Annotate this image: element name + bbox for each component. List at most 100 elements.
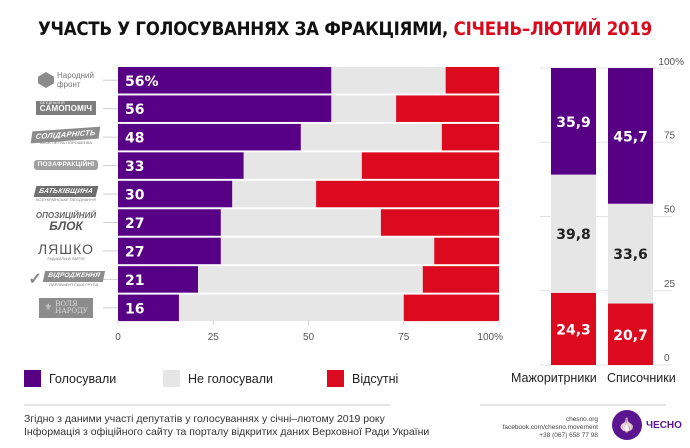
site-link[interactable]: chesno.org [565,416,598,423]
logo-text: ВОЛЯ [55,300,78,308]
brand-name: ЧЕСНО [646,419,682,431]
bar-data-label: 27 [125,244,144,260]
column-segment-not-voted [608,203,653,304]
legend-swatch [327,370,344,387]
y-tick-label: 100% [658,57,684,68]
title-main: УЧАСТЬ У ГОЛОСУВАННЯХ ЗА ФРАКЦІЯМИ, [37,19,449,40]
bar-segment-not-voted [300,123,442,151]
logo-text: НАРОДУ [55,307,88,315]
legend-label: Не голосували [188,371,274,386]
column-segment-not-voted [551,174,596,293]
legend-swatch [24,370,41,387]
contacts: chesno.org facebook.com/chesno.movement … [503,416,598,440]
logo-text: БАТЬКІВЩИНА [33,186,99,197]
bar-segment-absent [361,152,499,179]
legend-swatch [163,370,180,387]
column-data-label: 24,3 [556,322,591,338]
bar-segment-voted [118,123,301,151]
logo-text: ЛЯШКО [37,240,95,257]
bar-segment-not-voted [232,180,317,208]
legend-item-absent: Відсутні [327,370,398,387]
logo-narodnyi-front: Народний фронт [24,67,108,93]
bar-segment-voted [118,237,221,265]
column-label-majoritarian: Мажоритрники [511,371,597,385]
bar-segment-not-voted [243,152,362,179]
logo-vidrodzhennia: ✓ ВІДРОДЖЕННЯ ПАРЛАМЕНТСЬКА ГРУПА [24,266,108,292]
garlic-icon: 🧄 [612,410,642,440]
title-highlight: СІЧЕНЬ–ЛЮТИЙ 2019 [453,19,653,40]
logo-text: фронт [57,80,81,89]
logo-samopomich: ОБ'ЄДНАННЯ САМОПОМІЧ [24,95,108,121]
logo-subtext: ОБ'ЄДНАННЯ [39,100,65,105]
column-label-list: Списочники [607,371,676,385]
logo-subtext: ПАРЛАМЕНТСЬКА ГРУПА [49,281,99,287]
facebook-link[interactable]: facebook.com/chesno.movement [502,424,598,431]
phone-number: +38 (067) 658 77 98 [539,432,598,439]
bar-data-label: 56 [125,102,144,118]
column-data-label: 45,7 [613,129,648,145]
checkmark-icon: ✓ [28,271,42,288]
x-tick-label: 50 [303,332,315,343]
bar-segment-not-voted [220,209,381,236]
bar-segment-absent [396,95,499,122]
logo-opozytsiinyi-blok: ОПОЗИЦІЙНИЙ БЛОК [24,209,108,235]
bar-segment-voted [118,266,199,293]
x-tick-label: 0 [115,332,121,343]
legend-label: Відсутні [352,371,399,386]
logo-text: ПОЗАФРАКЦІЙНІ [33,159,99,171]
trident-icon: ⚜ [44,303,53,313]
logo-text: БЛОК [49,219,83,233]
x-tick-label: 75 [398,332,410,343]
bar-segment-absent [403,294,499,322]
logo-liashko: ЛЯШКО РАДИКАЛЬНА ПАРТІЯ [24,238,108,264]
x-tick-label: 100% [477,332,503,343]
column-segment-absent [551,292,596,365]
bar-data-label: 56% [125,74,159,90]
column-data-label: 39,8 [556,227,591,243]
column-data-label: 20,7 [613,328,648,344]
footer-line: Інформація з офіційного сайту та порталу… [24,426,430,438]
footer-divider [480,404,666,406]
bar-segment-voted [118,294,179,322]
y-tick-label: 50 [664,205,676,216]
legend-item-voted: Голосували [24,370,116,387]
bar-segment-absent [422,266,499,293]
y-tick-label: 25 [664,279,676,290]
bar-segment-not-voted [331,95,397,122]
logo-volia-narodu: ⚜ ВОЛЯ НАРОДУ [24,295,108,321]
logo-text: ОПОЗИЦІЙНИЙ [35,211,97,220]
bar-segment-voted [118,67,332,94]
bar-segment-absent [316,180,499,208]
bar-data-label: 21 [125,273,144,289]
logo-subtext: ВСЕУКРАЇНСЬКЕ ОБ'ЄДНАННЯ [36,197,96,202]
footer-divider [24,404,390,406]
logo-solidarnist: СОЛІДАРНІСТЬ БЛОК ПЕТРА ПОРОШЕНКА [24,124,108,150]
column-data-label: 35,9 [556,115,591,131]
logo-batkivshchyna: БАТЬКІВЩИНА ВСЕУКРАЇНСЬКЕ ОБ'ЄДНАННЯ [24,181,108,207]
logo-text: САМОПОМІЧ [39,104,93,114]
bar-data-label: 30 [125,188,145,204]
column-segment-absent [608,303,653,365]
bar-segment-voted [118,152,244,179]
chart-title: УЧАСТЬ У ГОЛОСУВАННЯХ ЗА ФРАКЦІЯМИ, СІЧЕ… [35,19,656,40]
bar-segment-absent [441,123,499,151]
bar-data-label: 33 [125,159,144,175]
bar-segment-not-voted [220,237,435,265]
column-data-label: 33,6 [613,247,648,263]
bar-segment-not-voted [331,67,446,94]
bar-data-label: 27 [125,216,144,232]
x-tick-label: 25 [208,332,220,343]
shield-icon [38,72,54,88]
y-tick-label: 75 [664,130,676,141]
bar-segment-not-voted [178,294,404,322]
logo-text: Народний [57,70,94,80]
chesno-logo: 🧄 ЧЕСНО [612,410,682,440]
logo-subtext: РАДИКАЛЬНА ПАРТІЯ [47,256,85,261]
y-tick-label: 0 [664,353,670,364]
footer-line: Згідно з даними участі депутатів у голос… [24,413,385,425]
bar-segment-absent [380,209,499,236]
column-segment-voted [551,68,596,175]
logo-text: ВІДРОДЖЕННЯ [42,271,105,282]
legend-label: Голосували [49,371,117,386]
